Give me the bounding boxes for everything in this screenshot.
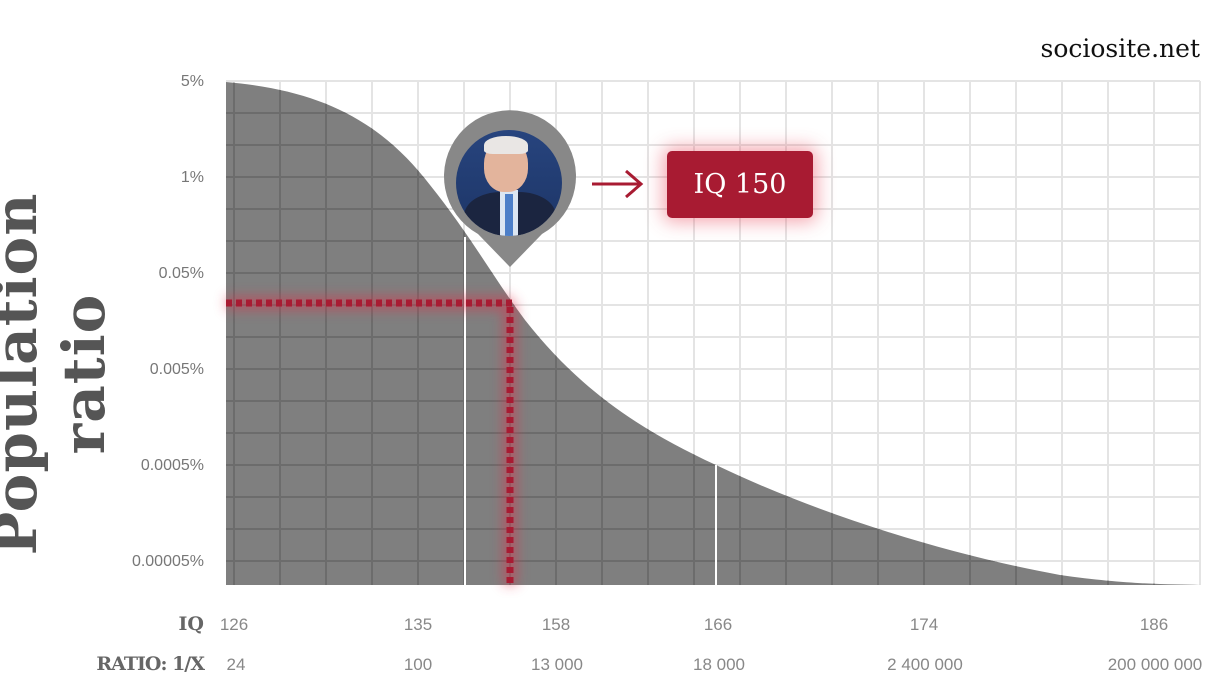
ratio-row-label: RATIO: 1/X [96, 653, 205, 675]
person-photo [456, 130, 562, 236]
ratio-tick-label: 18 000 [693, 655, 745, 674]
iq-tick-label: 158 [541, 615, 571, 634]
y-tick-label: 1% [180, 169, 204, 186]
iq-tick-label: 174 [909, 615, 939, 634]
arrow-right-icon [592, 169, 644, 199]
ratio-tick-label: 13 000 [531, 655, 583, 674]
site-name[interactable]: sociosite.net [1040, 34, 1201, 63]
y-tick-label: 0.05% [158, 265, 204, 282]
ratio-tick-label: 24 [226, 655, 246, 674]
y-tick-label: 0.00005% [131, 553, 204, 570]
iq-tick-label: 186 [1139, 615, 1169, 634]
iq-tick-label: 166 [703, 615, 733, 634]
iq-tick-label: 126 [219, 615, 249, 634]
distribution-area [226, 82, 1200, 585]
ratio-tick-label: 2 400 000 [887, 655, 963, 674]
highlight-badge: IQ 150 [667, 151, 813, 218]
iq-row-label: IQ [178, 613, 204, 635]
y-tick-label: 5% [180, 73, 204, 90]
y-tick-label: 0.0005% [140, 457, 204, 474]
iq-tick-label: 135 [403, 615, 433, 634]
y-tick-label: 0.005% [149, 361, 204, 378]
ratio-tick-label: 100 [403, 655, 433, 674]
ratio-tick-label: 200 000 000 [1107, 655, 1203, 674]
